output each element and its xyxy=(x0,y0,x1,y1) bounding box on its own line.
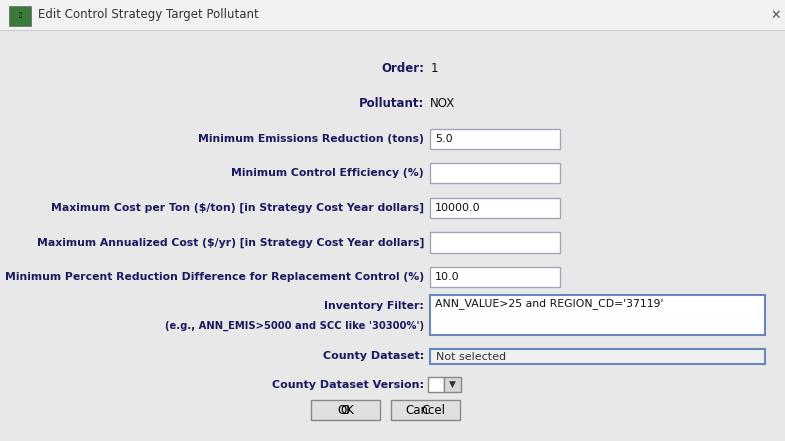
Text: ✕: ✕ xyxy=(770,8,781,22)
Text: County Dataset Version:: County Dataset Version: xyxy=(272,380,424,389)
Text: ▼: ▼ xyxy=(449,380,456,389)
Text: O: O xyxy=(341,404,350,417)
FancyBboxPatch shape xyxy=(430,232,560,253)
Text: Maximum Cost per Ton ($/ton) [in Strategy Cost Year dollars]: Maximum Cost per Ton ($/ton) [in Strateg… xyxy=(51,203,424,213)
Text: 1: 1 xyxy=(430,62,438,75)
Text: Minimum Percent Reduction Difference for Replacement Control (%): Minimum Percent Reduction Difference for… xyxy=(5,272,424,282)
Text: NOX: NOX xyxy=(430,97,455,110)
FancyBboxPatch shape xyxy=(430,129,560,149)
FancyBboxPatch shape xyxy=(428,377,444,392)
FancyBboxPatch shape xyxy=(9,6,31,26)
Text: 10000.0: 10000.0 xyxy=(435,203,480,213)
FancyBboxPatch shape xyxy=(430,349,765,364)
Text: County Dataset:: County Dataset: xyxy=(323,351,424,361)
FancyBboxPatch shape xyxy=(444,377,461,392)
Text: Minimum Control Efficiency (%): Minimum Control Efficiency (%) xyxy=(232,168,424,178)
Text: 📊: 📊 xyxy=(19,13,22,19)
Text: Cancel: Cancel xyxy=(406,404,445,417)
Text: C: C xyxy=(422,404,429,417)
Text: ANN_VALUE>25 and REGION_CD='37119': ANN_VALUE>25 and REGION_CD='37119' xyxy=(435,298,663,309)
FancyBboxPatch shape xyxy=(0,0,785,30)
Text: OK: OK xyxy=(337,404,354,417)
Text: 10.0: 10.0 xyxy=(435,272,459,282)
Text: Order:: Order: xyxy=(381,62,424,75)
FancyBboxPatch shape xyxy=(391,400,460,420)
Text: 5.0: 5.0 xyxy=(435,134,452,144)
Text: Inventory Filter:: Inventory Filter: xyxy=(324,302,424,311)
FancyBboxPatch shape xyxy=(430,295,765,335)
Text: Minimum Emissions Reduction (tons): Minimum Emissions Reduction (tons) xyxy=(198,134,424,144)
FancyBboxPatch shape xyxy=(430,267,560,287)
Text: Not selected: Not selected xyxy=(436,352,506,362)
FancyBboxPatch shape xyxy=(430,163,560,183)
Text: Edit Control Strategy Target Pollutant: Edit Control Strategy Target Pollutant xyxy=(38,8,258,22)
Text: Pollutant:: Pollutant: xyxy=(359,97,424,110)
Text: Maximum Annualized Cost ($/yr) [in Strategy Cost Year dollars]: Maximum Annualized Cost ($/yr) [in Strat… xyxy=(37,237,424,248)
FancyBboxPatch shape xyxy=(430,198,560,218)
Text: (e.g., ANN_EMIS>5000 and SCC like '30300%'): (e.g., ANN_EMIS>5000 and SCC like '30300… xyxy=(165,321,424,331)
FancyBboxPatch shape xyxy=(311,400,380,420)
